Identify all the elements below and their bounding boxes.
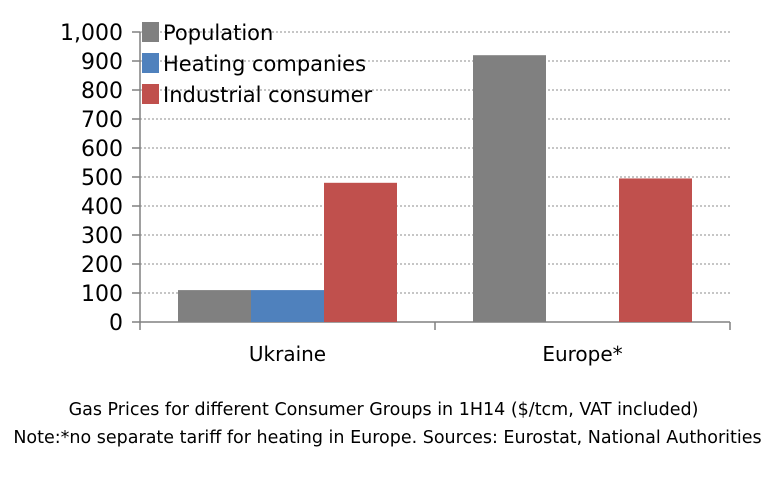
x-category-label: Europe* [542,342,622,366]
bars [178,55,692,322]
y-tick-label: 300 [81,224,123,249]
legend-label: Population [163,21,273,45]
legend-label: Heating companies [163,52,366,76]
y-tick-label: 0 [109,311,123,336]
y-tick-label: 1,000 [60,21,123,46]
y-tick-label: 800 [81,79,123,104]
bar-industrial-consumer [324,182,397,322]
y-tick-label: 200 [81,253,123,278]
y-tick-label: 100 [81,282,123,307]
bar-population [178,290,251,322]
legend-swatch [142,84,159,104]
legend-swatch [142,22,159,42]
y-tick-label: 500 [81,166,123,191]
legend-swatch [142,53,159,73]
chart-caption-title: Gas Prices for different Consumer Groups… [68,400,699,420]
y-tick-label: 400 [81,195,123,220]
y-tick-label: 600 [81,137,123,162]
chart-caption-note: Note:*no separate tariff for heating in … [13,428,762,448]
x-category-label: Ukraine [249,342,326,366]
axis-labels: 0 100 200 300 400 500 600 700 800 900 1,000 Ukraine… [60,21,623,366]
bar-population [473,55,546,322]
bar-heating-companies [251,290,324,322]
bar-chart: 0 100 200 300 400 500 600 700 800 900 1,000 Ukraine… [60,21,731,366]
legend: Population Heating companies Industrial co… [142,21,372,107]
y-tick-label: 900 [81,50,123,75]
y-tick-label: 700 [81,108,123,133]
bar-industrial-consumer [619,178,692,322]
legend-label: Industrial consumer [163,83,372,107]
